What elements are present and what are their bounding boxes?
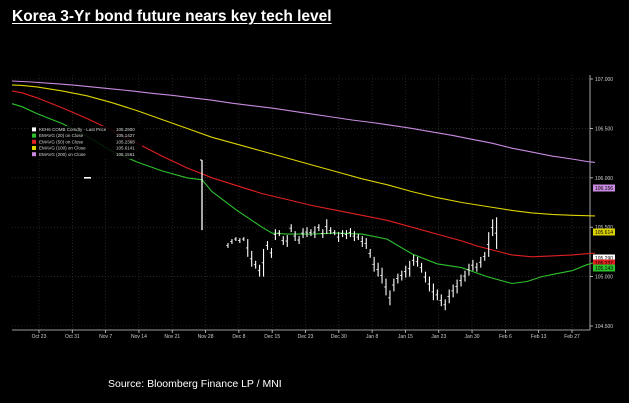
gridlines: [12, 75, 590, 330]
value-tag-label: 105.237: [595, 261, 613, 267]
value-tag-label: 105.614: [595, 230, 613, 236]
x-tick-label: Jan 30: [465, 334, 480, 340]
y-tick-label: 107.000: [595, 77, 613, 83]
series-line-ema100: [11, 84, 596, 217]
x-tick-label: Dec 23: [298, 334, 314, 340]
x-tick-label: Oct 23: [32, 334, 47, 340]
y-tick-label: 105.000: [595, 275, 613, 281]
series-line-ema200: [11, 80, 596, 163]
axes: [12, 75, 591, 331]
x-tick-label: Nov 28: [198, 334, 214, 340]
x-tick-label: Dec 8: [232, 334, 245, 340]
legend-background: [30, 126, 142, 159]
value-tag-box: [593, 254, 615, 262]
x-tick-label: Feb 13: [531, 334, 547, 340]
legend-value: 105.2368: [116, 139, 135, 144]
legend-label: EMAVG (20) on Close: [39, 133, 84, 138]
legend-label: EMAVG (100) on Close: [39, 146, 86, 151]
y-tick-label: 104.500: [595, 324, 613, 330]
legend-swatch: [32, 152, 36, 157]
legend-swatch: [32, 146, 36, 150]
x-tick-label: Jan 23: [431, 334, 446, 340]
y-tick-label: 106.000: [595, 176, 613, 182]
legend-label: KEH6 COMB Comdty - Last Price: [39, 127, 107, 132]
value-tag-label: 105.290: [595, 256, 613, 262]
plot-area: [12, 75, 590, 340]
legend-value: 105.6141: [116, 146, 135, 151]
legend-label: EMAVG (50) on Close: [39, 139, 84, 144]
legend-value: 106.1561: [116, 152, 135, 157]
price-bars: [200, 159, 498, 311]
x-tick-label: Dec 15: [264, 334, 280, 340]
y-tick-label: 106.500: [595, 126, 613, 132]
value-tag-box: [593, 259, 615, 267]
value-tag-box: [593, 264, 615, 272]
x-tick-label: Jan 8: [366, 334, 378, 340]
y-axis-ticks: 107.000 106.500 106.000 105.500 105.000 104.5…: [590, 77, 613, 330]
legend-swatch: [32, 133, 36, 138]
source-note: Source: Bloomberg Finance LP / MNI: [108, 378, 282, 390]
x-tick-label: Nov 7: [99, 334, 112, 340]
legend-swatch: [32, 139, 36, 144]
legend-value: 105.1427: [116, 133, 135, 138]
x-tick-label: Feb 6: [499, 334, 512, 340]
x-axis-ticks: Oct 23 Oct 31 Nov 7 Nov 14 Nov 21 Nov 28 Dec 8…: [32, 330, 580, 340]
y-tick-label: 105.500: [595, 225, 613, 231]
x-tick-label: Nov 14: [131, 334, 147, 340]
x-tick-label: Jan 15: [398, 334, 413, 340]
x-tick-label: Nov 21: [164, 334, 180, 340]
value-tag-box: [593, 184, 615, 192]
legend-swatch: [32, 127, 36, 132]
x-tick-label: Feb 27: [564, 334, 580, 340]
series-line-ema50: [11, 90, 596, 258]
legend-value: 105.2900: [116, 127, 135, 132]
value-tag-label: 106.156: [595, 186, 613, 192]
chart-title: Korea 3-Yr bond future nears key tech le…: [12, 8, 332, 25]
value-tag-box: [593, 228, 615, 236]
legend-label: EMAVG (200) on Close: [39, 152, 86, 157]
x-tick-label: Oct 31: [65, 334, 80, 340]
value-tag-label: 105.143: [595, 266, 613, 272]
x-tick-label: Dec 30: [331, 334, 347, 340]
legend: KEH6 COMB Comdty - Last Price 105.2900 EMA…: [30, 126, 142, 159]
